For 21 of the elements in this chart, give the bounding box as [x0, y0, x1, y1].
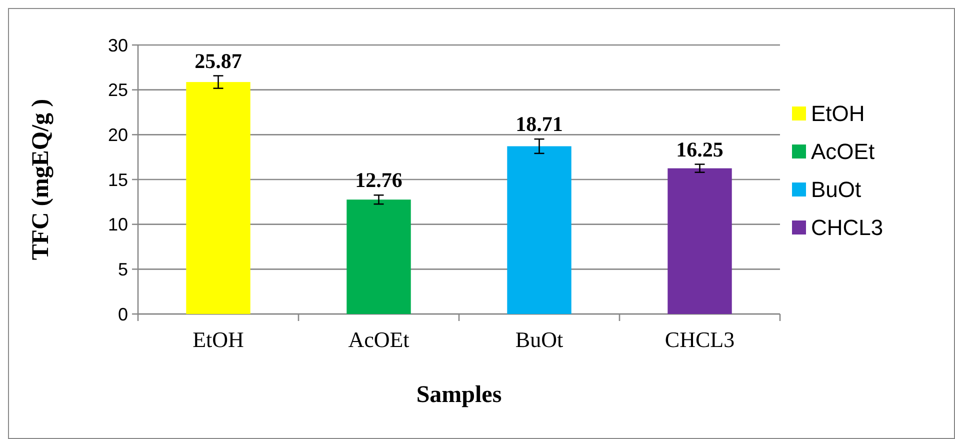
x-tick-label: CHCL3	[664, 327, 735, 352]
y-tick-label: 25	[108, 80, 128, 100]
y-tick-label: 0	[118, 304, 128, 324]
legend-label: BuOt	[811, 177, 862, 202]
legend-label: CHCL3	[811, 215, 884, 240]
data-label: 18.71	[516, 112, 563, 136]
y-tick-label: 20	[108, 124, 128, 145]
y-tick-label: 30	[108, 35, 128, 56]
y-axis-title: TFC (mgEQ/g )	[28, 98, 54, 260]
y-tick-label: 10	[108, 214, 128, 235]
x-axis-title: Samples	[416, 382, 502, 408]
y-tick-label: 15	[108, 170, 128, 190]
legend-label: EtOH	[811, 101, 865, 126]
x-tick-label: AcOEt	[348, 327, 410, 352]
data-label: 12.76	[355, 168, 402, 192]
data-label: 16.25	[676, 137, 724, 162]
x-tick-label: BuOt	[515, 327, 564, 352]
legend-label: AcOEt	[811, 139, 875, 164]
data-label: 25.87	[194, 48, 242, 73]
y-tick-label: 5	[118, 259, 128, 280]
x-tick-label: EtOH	[192, 327, 244, 352]
